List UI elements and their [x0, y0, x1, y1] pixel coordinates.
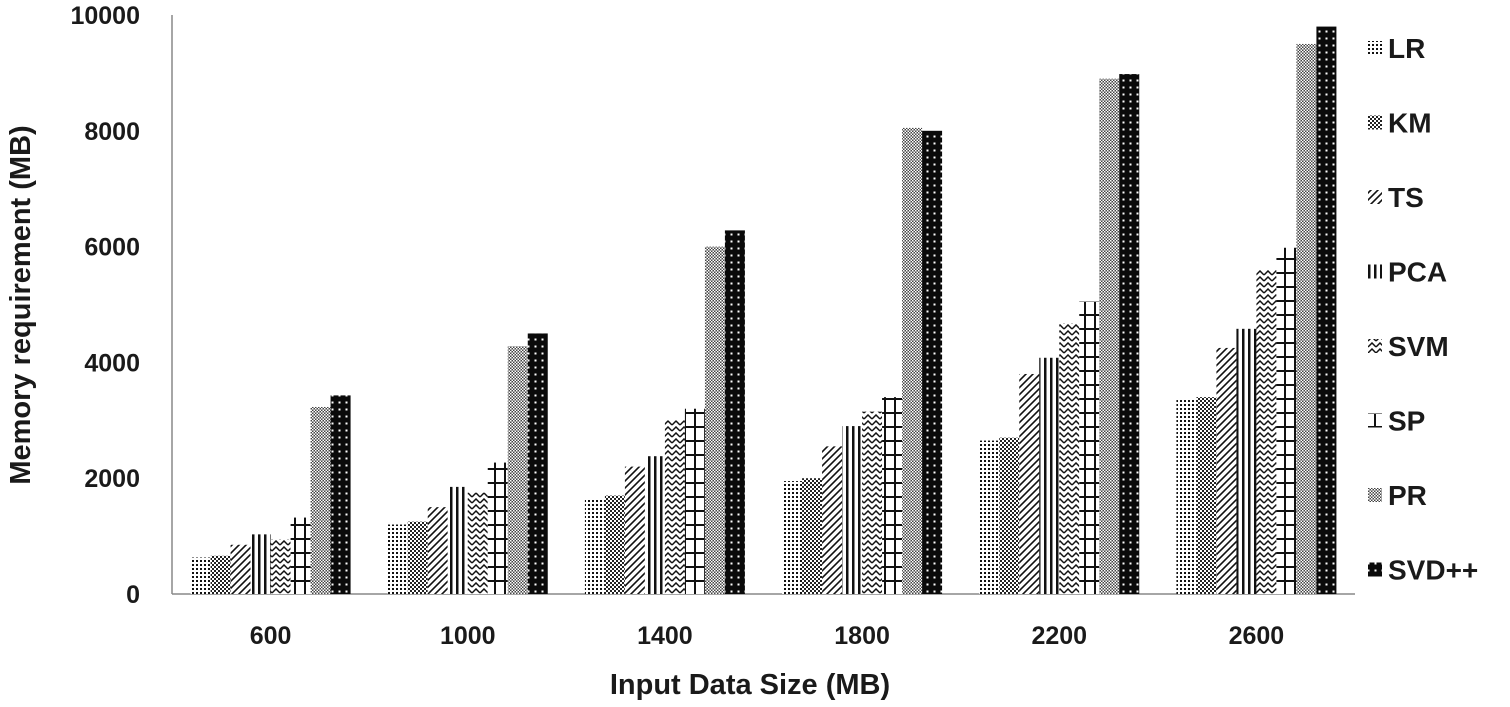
bar-pca-1000: [447, 486, 468, 594]
legend-label: PR: [1388, 480, 1427, 511]
bar-lr-2600: [1176, 400, 1197, 594]
bar-series-group: [190, 26, 1337, 595]
legend-swatch: [1368, 264, 1382, 279]
bar-km-1000: [407, 521, 428, 594]
legend: LR KM TS PCA SVM SP PR SVD++: [1368, 33, 1478, 586]
legend-swatch: [1368, 562, 1382, 577]
bar-svm-1800: [862, 411, 883, 594]
legend-swatch: [1368, 488, 1382, 502]
legend-label: SVD++: [1388, 555, 1478, 586]
legend-swatch: [1368, 413, 1382, 428]
y-tick-label: 10000: [70, 2, 140, 30]
bar-svm-1000: [467, 492, 488, 594]
y-axis-label: Memory requirement (MB): [5, 125, 37, 484]
bar-pca-2200: [1039, 357, 1060, 594]
x-tick-label: 2600: [1229, 622, 1285, 650]
bar-sp-1000: [487, 462, 508, 594]
bar-pr-1000: [507, 346, 528, 594]
y-tick-label: 8000: [84, 118, 140, 146]
legend-label: SP: [1388, 406, 1425, 437]
x-tick-label: 1400: [637, 622, 693, 650]
y-tick-label: 6000: [84, 234, 140, 262]
bar-km-600: [210, 555, 231, 594]
legend-swatch: [1368, 339, 1382, 353]
bar-svdpp-2600: [1316, 26, 1337, 594]
bar-lr-2200: [979, 440, 1000, 594]
bar-pca-1400: [644, 456, 665, 594]
bar-svm-1400: [664, 420, 685, 594]
bar-sp-600: [290, 517, 311, 594]
x-tick-label: 2200: [1031, 622, 1087, 650]
legend-label: KM: [1388, 108, 1432, 139]
legend-swatch: [1368, 41, 1382, 55]
legend-label: PCA: [1388, 257, 1447, 288]
bar-pca-600: [250, 534, 271, 594]
y-tick-label: 0: [126, 581, 140, 609]
y-tick-label: 4000: [84, 349, 140, 377]
bar-ts-2600: [1216, 347, 1237, 594]
bar-ts-1400: [624, 466, 645, 594]
bar-km-2200: [999, 437, 1020, 594]
bar-lr-600: [190, 557, 211, 594]
bar-sp-2200: [1079, 301, 1100, 594]
x-tick-labels: 600 1000 1400 1800 2200 2600: [250, 622, 1285, 650]
bar-pr-600: [310, 406, 331, 594]
bar-ts-2200: [1019, 373, 1040, 594]
x-tick-label: 600: [250, 622, 292, 650]
bar-svdpp-2200: [1119, 74, 1140, 595]
bar-lr-1400: [584, 498, 605, 594]
bar-ts-1800: [822, 446, 843, 594]
bar-pr-1400: [704, 246, 725, 594]
bar-pr-2600: [1296, 43, 1317, 594]
legend-swatch: [1368, 190, 1382, 204]
legend-label: SVM: [1388, 331, 1449, 362]
bar-svdpp-1800: [922, 130, 943, 595]
bar-pr-2200: [1099, 78, 1120, 594]
bar-km-2600: [1196, 397, 1217, 594]
x-tick-label: 1800: [834, 622, 890, 650]
bar-sp-2600: [1276, 247, 1297, 594]
bar-svdpp-600: [330, 395, 351, 594]
y-tick-labels: 0 2000 4000 6000 8000 10000: [70, 2, 140, 609]
bar-ts-1000: [427, 507, 448, 594]
bar-pca-2600: [1236, 328, 1257, 594]
legend-label: LR: [1388, 33, 1425, 64]
bar-svm-2200: [1059, 323, 1080, 594]
x-tick-label: 1000: [440, 622, 496, 650]
legend-swatch: [1368, 115, 1382, 130]
bar-sp-1800: [882, 397, 903, 594]
x-axis-label: Input Data Size (MB): [610, 669, 890, 701]
bar-pca-1800: [842, 426, 863, 594]
bar-lr-1000: [387, 524, 408, 594]
legend-label: TS: [1388, 182, 1424, 213]
y-tick-label: 2000: [84, 465, 140, 493]
bar-lr-1800: [782, 481, 803, 594]
bar-km-1800: [802, 478, 823, 594]
bar-svm-2600: [1256, 269, 1277, 594]
bar-svm-600: [270, 538, 291, 594]
bar-svdpp-1400: [724, 230, 745, 594]
bar-ts-600: [230, 544, 251, 594]
bar-km-1400: [604, 495, 625, 594]
bar-sp-1400: [684, 408, 705, 594]
bar-pr-1800: [902, 127, 923, 594]
bar-svdpp-1000: [527, 333, 548, 594]
